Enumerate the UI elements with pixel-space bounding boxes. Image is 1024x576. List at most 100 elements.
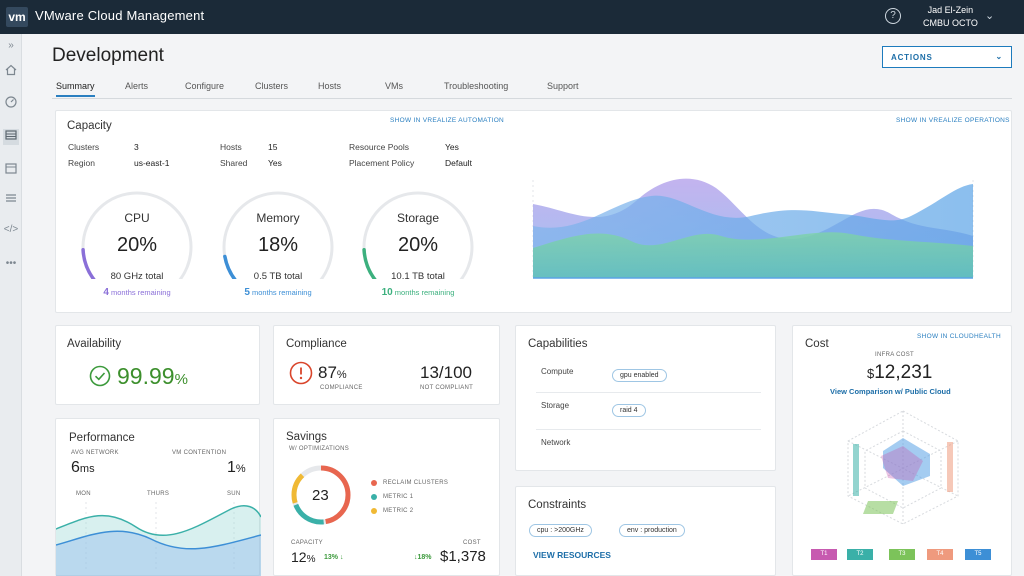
storage-gauge: Storage 20% 10.1 TB total 10 months rema… [358, 189, 478, 309]
tier-tag[interactable]: T3 [889, 549, 915, 560]
constraint-tag[interactable]: env : production [619, 524, 685, 537]
gauge-ring [81, 191, 193, 279]
tab-hosts[interactable]: Hosts [318, 81, 342, 91]
savings-title: Savings [286, 431, 327, 443]
info-label: Region [68, 158, 95, 168]
show-in-vrealize-operations-link[interactable]: SHOW IN VREALIZE OPERATIONS [896, 117, 1010, 124]
tab-troubleshooting[interactable]: Troubleshooting [444, 81, 509, 91]
network-number: 6 [71, 459, 80, 476]
capability-label: Storage [541, 401, 570, 410]
capacity-label: CAPACITY [291, 540, 323, 546]
cost-delta: ↓18% [414, 554, 432, 561]
tab-bar: Summary Alerts Configure Clusters Hosts … [52, 81, 1012, 99]
info-label: Clusters [68, 142, 100, 152]
alert-circle-icon [289, 361, 313, 385]
remaining-number: 5 [244, 287, 250, 298]
cost-radar-chart [847, 410, 959, 525]
availability-title: Availability [67, 338, 122, 350]
not-compliant-count: 13/100 [420, 363, 472, 382]
app-title: VMware Cloud Management [35, 8, 205, 23]
tier-tag[interactable]: T2 [847, 549, 873, 560]
info-label: Hosts [220, 142, 242, 152]
capabilities-card: Capabilities Compute gpu enabled Storage… [515, 325, 776, 471]
savings-center-value: 23 [312, 487, 329, 504]
tier-tag[interactable]: T1 [811, 549, 837, 560]
capacity-unit: % [306, 554, 316, 565]
legend-dot [371, 494, 377, 500]
contention-number: 1 [227, 459, 236, 476]
tab-alerts[interactable]: Alerts [125, 81, 149, 91]
actions-dropdown[interactable]: ACTIONS ⌄ [882, 46, 1012, 68]
legend-dot [371, 508, 377, 514]
constraints-title: Constraints [528, 499, 587, 511]
check-circle-icon [89, 365, 111, 387]
compliance-percent: 87% [318, 363, 347, 383]
view-comparison-link[interactable]: View Comparison w/ Public Cloud [830, 387, 951, 396]
capabilities-title: Capabilities [528, 338, 588, 350]
remaining-text: months remaining [111, 288, 171, 297]
availability-unit: % [174, 371, 188, 388]
capacity-title: Capacity [67, 120, 112, 132]
tab-configure[interactable]: Configure [185, 81, 225, 91]
left-nav: » </> ••• [0, 34, 22, 576]
performance-card: Performance AVG NETWORK 6ms VM CONTENTIO… [55, 418, 261, 576]
contention-unit: % [235, 463, 246, 475]
user-org: CMBU OCTO [923, 18, 978, 28]
remaining-number: 10 [381, 287, 393, 298]
help-icon[interactable]: ? [885, 8, 901, 24]
availability-value: 99.99% [117, 363, 188, 390]
tier-tag[interactable]: T4 [927, 549, 953, 560]
capacity-area-chart [532, 178, 974, 279]
home-icon[interactable] [3, 64, 19, 80]
list-icon[interactable] [3, 192, 19, 208]
tab-support[interactable]: Support [547, 81, 579, 91]
remaining-number: 4 [103, 287, 109, 298]
legend-label: RECLAIM CLUSTERS [383, 480, 449, 486]
capability-tag[interactable]: gpu enabled [612, 369, 667, 382]
info-value: Yes [268, 158, 282, 168]
gauge-remaining: 10 months remaining [348, 287, 488, 298]
gauge-label: CPU [124, 211, 150, 225]
code-icon[interactable]: </> [3, 224, 19, 235]
day-label: THURS [147, 491, 170, 497]
row-divider [536, 392, 761, 393]
calendar-icon[interactable] [3, 162, 19, 178]
constraint-tag[interactable]: cpu : >200GHz [529, 524, 592, 537]
info-value: Default [445, 158, 472, 168]
remaining-text: months remaining [252, 288, 312, 297]
gauge-total: 80 GHz total [110, 271, 164, 282]
compliance-unit: % [336, 369, 347, 381]
chevron-down-icon[interactable]: ⌄ [985, 10, 995, 22]
view-resources-link[interactable]: VIEW RESOURCES [533, 550, 611, 560]
tier-label: T4 [936, 551, 944, 557]
show-in-cloudhealth-link[interactable]: SHOW IN CLOUDHEALTH [917, 333, 1001, 340]
compliance-number: 87 [318, 363, 337, 382]
inventory-icon[interactable] [3, 129, 19, 145]
tab-summary[interactable]: Summary [56, 81, 95, 97]
compliance-label: COMPLIANCE [320, 385, 363, 391]
vmware-logo[interactable]: vm [6, 7, 28, 27]
dashboard-icon[interactable] [3, 96, 19, 112]
gauge-total: 0.5 TB total [253, 271, 303, 282]
top-bar: vm VMware Cloud Management ? Jad El-Zein… [0, 0, 1024, 34]
capacity-delta: 13% ↓ [324, 554, 344, 561]
cost-title: Cost [805, 338, 829, 350]
gauge-ring [222, 191, 334, 279]
capability-tag[interactable]: raid 4 [612, 404, 646, 417]
availability-number: 99.99 [117, 363, 175, 389]
performance-line-chart [56, 502, 261, 576]
network-unit: ms [79, 463, 95, 475]
tier-tag[interactable]: T5 [965, 549, 991, 560]
tab-clusters[interactable]: Clusters [255, 81, 289, 91]
capability-label: Network [541, 438, 571, 447]
more-icon[interactable]: ••• [5, 258, 17, 269]
show-in-vrealize-automation-link[interactable]: SHOW IN VREALIZE AUTOMATION [390, 117, 505, 124]
savings-card: Savings W/ OPTIMIZATIONS 23 RECLAIM CLUS… [273, 418, 500, 576]
expand-icon[interactable]: » [8, 40, 14, 51]
tab-vms[interactable]: VMs [385, 81, 403, 91]
user-menu[interactable]: Jad El-Zein CMBU OCTO [923, 4, 978, 30]
vm-contention-value: 1% [227, 459, 246, 477]
savings-donut-chart [291, 465, 351, 525]
vm-contention-label: VM CONTENTION [172, 450, 227, 456]
gauge-percent: 20% [397, 234, 439, 256]
